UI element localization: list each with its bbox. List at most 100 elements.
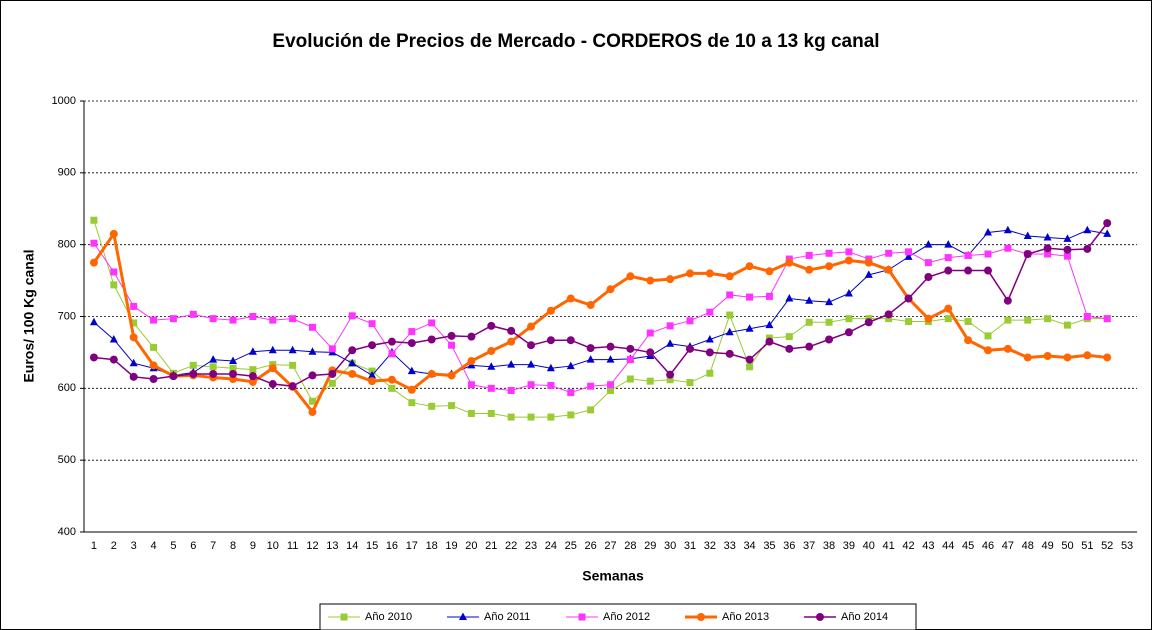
data-point (368, 370, 377, 379)
x-tick-label: 19 (445, 540, 457, 552)
x-tick-label: 15 (366, 540, 378, 552)
data-point (586, 344, 595, 353)
data-point (1083, 244, 1092, 253)
y-tick-label: 500 (58, 454, 76, 466)
data-point (904, 252, 913, 260)
data-point (368, 341, 377, 350)
data-point (1004, 244, 1012, 252)
data-point (209, 363, 217, 371)
data-point (845, 315, 853, 323)
data-point (387, 375, 396, 384)
data-point (646, 377, 654, 385)
x-tick-label: 51 (1081, 540, 1093, 552)
x-tick-label: 39 (843, 540, 855, 552)
data-point (983, 346, 992, 355)
data-point (527, 341, 536, 350)
x-tick-label: 16 (386, 540, 398, 552)
x-tick-label: 40 (863, 540, 875, 552)
data-point (825, 249, 833, 257)
data-point (964, 251, 972, 259)
x-tick-label: 32 (704, 540, 716, 552)
data-point (646, 276, 655, 285)
data-point (666, 376, 674, 384)
data-point (944, 315, 952, 323)
data-point (507, 337, 516, 346)
data-point (268, 345, 277, 354)
data-point (706, 369, 714, 377)
data-point (507, 413, 515, 421)
data-point (844, 289, 853, 297)
x-tick-label: 25 (565, 540, 577, 552)
x-tick-label: 44 (942, 540, 954, 552)
data-point (626, 272, 635, 281)
data-point (746, 363, 754, 371)
data-point (408, 328, 416, 336)
data-point (328, 369, 337, 378)
y-tick-label: 800 (58, 239, 76, 251)
data-point (507, 326, 516, 335)
data-point (150, 316, 158, 324)
x-tick-label: 5 (170, 540, 176, 552)
series-line (93, 229, 1108, 377)
data-point (149, 361, 158, 370)
x-tick-label: 31 (684, 540, 696, 552)
data-point (308, 397, 316, 405)
data-point (248, 347, 257, 355)
x-tick-label: 41 (883, 540, 895, 552)
data-point (467, 332, 476, 341)
x-tick-label: 11 (287, 540, 298, 552)
data-point (1103, 229, 1112, 237)
data-point (348, 346, 357, 355)
x-tick-label: 8 (230, 540, 236, 552)
x-tick-label: 36 (783, 540, 795, 552)
data-point (705, 269, 714, 278)
data-point (1083, 225, 1092, 234)
data-point (527, 381, 535, 389)
data-point (546, 306, 555, 315)
x-tick-label: 48 (1022, 540, 1034, 552)
data-point (209, 369, 218, 378)
data-point (726, 311, 734, 319)
x-tick-label: 35 (763, 540, 775, 552)
data-point (229, 356, 238, 365)
data-point (269, 316, 277, 324)
data-point (905, 248, 913, 256)
data-point (1063, 245, 1072, 254)
x-tick-label: 52 (1101, 540, 1113, 552)
data-point (984, 250, 992, 258)
data-point (288, 382, 297, 391)
series-line (92, 230, 1108, 415)
y-tick-label: 1000 (52, 95, 76, 107)
data-point (289, 361, 297, 369)
data-point (725, 349, 734, 358)
data-point (109, 355, 118, 364)
data-point (805, 265, 814, 274)
data-point (328, 379, 336, 387)
data-point (1083, 351, 1092, 360)
data-point (387, 337, 396, 346)
x-tick-label: 7 (210, 540, 216, 552)
x-tick-label: 23 (525, 540, 537, 552)
data-point (844, 328, 853, 337)
x-tick-label: 18 (426, 540, 438, 552)
data-point (785, 258, 794, 267)
x-tick-label: 17 (406, 540, 418, 552)
legend-label: Año 2010 (365, 611, 412, 623)
data-point (149, 374, 158, 383)
data-point (904, 294, 913, 303)
chart-title: Evolución de Precios de Mercado - CORDER… (272, 31, 879, 52)
data-point (1063, 321, 1071, 329)
data-point (1063, 234, 1072, 242)
data-point (984, 332, 992, 340)
x-tick-label: 20 (465, 540, 477, 552)
x-tick-label: 29 (644, 540, 656, 552)
data-point (487, 384, 495, 392)
data-point (685, 269, 694, 278)
data-point (1023, 231, 1032, 240)
data-point (308, 347, 317, 355)
data-point (924, 272, 933, 281)
data-point (626, 375, 634, 383)
data-point (408, 399, 416, 407)
data-point (725, 327, 734, 336)
data-point (130, 319, 138, 327)
